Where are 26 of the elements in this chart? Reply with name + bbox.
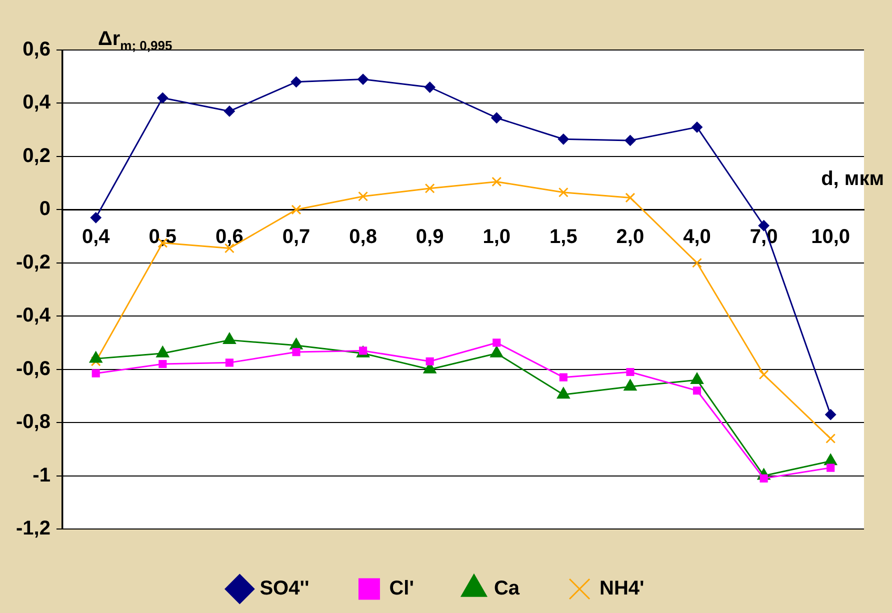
- y-tick-label: -1: [32, 464, 50, 486]
- x-tick-label: 4,0: [683, 226, 711, 248]
- y-tick-label: -0,2: [16, 251, 50, 274]
- x-tick-label: 2,0: [616, 226, 644, 248]
- x-axis-title: d, мкм: [821, 168, 884, 191]
- legend-label: Ca: [494, 578, 520, 600]
- y-tick-label: 0,4: [22, 92, 52, 114]
- y-tick-label: 0: [39, 198, 50, 220]
- x-tick-label: 0,8: [349, 226, 377, 248]
- x-tick-label: 1,5: [550, 226, 578, 248]
- x-tick-label: 1,0: [482, 226, 511, 248]
- x-tick-label: 0,9: [416, 226, 444, 248]
- x-tick-label: 0,6: [216, 226, 244, 248]
- y-tick-label: -0,8: [16, 411, 50, 434]
- legend-label: SO4'': [260, 578, 310, 600]
- x-tick-label: 10,0: [811, 226, 850, 248]
- y-tick-label: -1,2: [16, 518, 50, 540]
- y-tick-label: 0,2: [22, 144, 50, 167]
- y-tick-label: -0,6: [16, 358, 50, 380]
- y-tick-label: 0,6: [22, 38, 50, 61]
- x-tick-label: 0,7: [282, 226, 310, 248]
- x-tick-label: 0,4: [82, 226, 111, 248]
- legend-label: NH4': [600, 578, 644, 600]
- y-tick-label: -0,4: [16, 304, 52, 327]
- legend-label: Cl': [389, 578, 414, 600]
- x-tick-label: 0,5: [148, 226, 177, 248]
